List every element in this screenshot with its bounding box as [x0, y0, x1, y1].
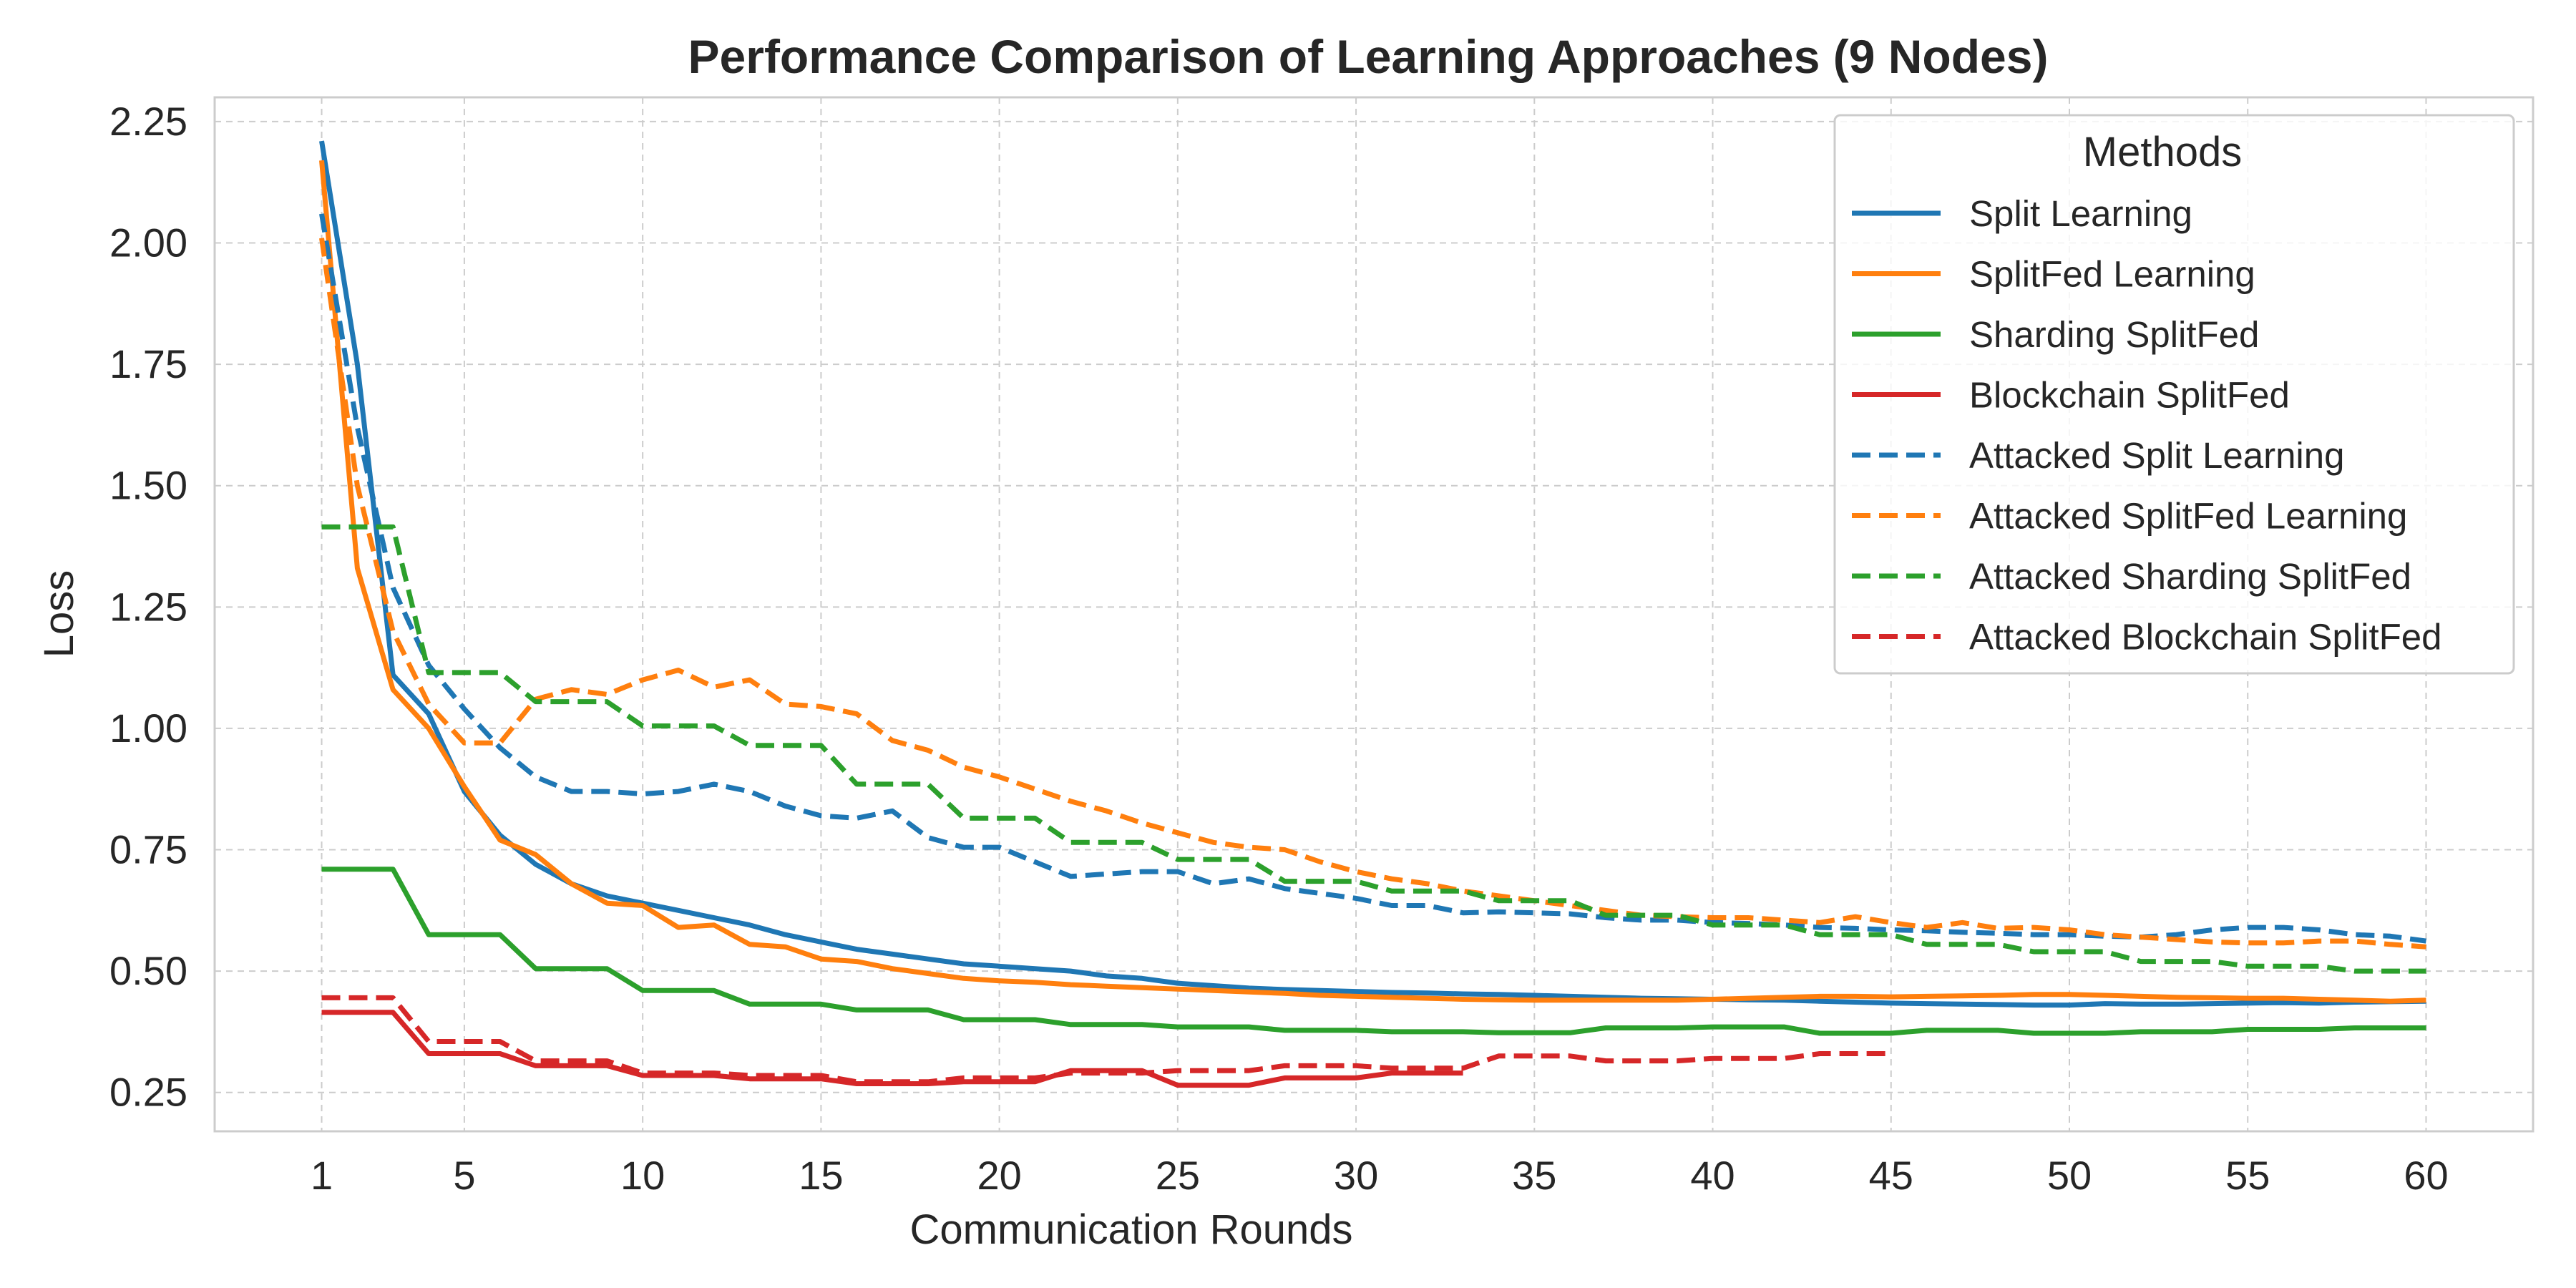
y-tick-label-7: 2.00 — [109, 220, 187, 265]
x-tick-labels: 1 5 10 15 20 25 30 35 40 45 50 55 60 — [311, 1153, 2449, 1198]
legend-box — [1833, 114, 2515, 675]
x-tick-label-40: 40 — [1690, 1153, 1735, 1198]
x-tick-label-20: 20 — [977, 1153, 1021, 1198]
legend-entries: Split Learning SplitFed Learning Sharding … — [1852, 193, 2442, 658]
x-tick-label-35: 35 — [1512, 1153, 1556, 1198]
x-axis-label: Communication Rounds — [910, 1206, 1353, 1253]
chart-title: Performance Comparison of Learning Appro… — [688, 30, 2049, 83]
legend-label-attacked-blockchain-splitfed: Attacked Blockchain SplitFed — [1969, 617, 2442, 658]
y-tick-label-8: 2.25 — [109, 99, 187, 144]
y-tick-label-1: 0.50 — [109, 948, 187, 993]
y-axis-label: Loss — [36, 570, 82, 658]
series-line-attacked-split-learning — [319, 213, 2426, 944]
legend-label-splitfed-learning: SplitFed Learning — [1969, 254, 2255, 295]
x-tick-label-1: 1 — [311, 1153, 333, 1198]
series-line-split-learning — [319, 140, 2426, 1008]
y-tick-label-4: 1.25 — [109, 584, 187, 629]
y-tick-label-3: 1.00 — [109, 706, 187, 751]
series-line-attacked-sharding-splitfed — [321, 524, 2426, 974]
legend-label-blockchain-splitfed: Blockchain SplitFed — [1969, 375, 2290, 416]
legend-label-sharding-splitfed: Sharding SplitFed — [1969, 314, 2259, 355]
legend-label-attacked-splitfed-learning: Attacked SplitFed Learning — [1969, 496, 2407, 537]
x-tick-label-60: 60 — [2404, 1153, 2448, 1198]
series-layer — [319, 140, 2426, 1088]
series-line-attacked-splitfed-learning — [319, 238, 2426, 950]
x-tick-label-10: 10 — [620, 1153, 665, 1198]
x-tick-label-50: 50 — [2047, 1153, 2092, 1198]
legend-label-split-learning: Split Learning — [1969, 193, 2192, 234]
x-tick-label-15: 15 — [799, 1153, 843, 1198]
x-tick-label-30: 30 — [1334, 1153, 1378, 1198]
series-line-attacked-blockchain-splitfed — [321, 995, 1891, 1085]
x-tick-label-5: 5 — [453, 1153, 475, 1198]
legend-title: Methods — [2083, 129, 2242, 175]
series-line-sharding-splitfed — [321, 867, 2426, 1036]
y-tick-label-0: 0.25 — [109, 1070, 187, 1115]
y-tick-label-5: 1.50 — [109, 463, 187, 508]
y-tick-label-6: 1.75 — [109, 341, 187, 386]
x-tick-label-25: 25 — [1156, 1153, 1200, 1198]
y-tick-label-2: 0.75 — [109, 827, 187, 872]
x-tick-label-55: 55 — [2225, 1153, 2270, 1198]
x-tick-label-45: 45 — [1869, 1153, 1913, 1198]
legend-label-attacked-split-learning: Attacked Split Learning — [1969, 435, 2345, 476]
y-tick-labels: 0.25 0.50 0.75 1.00 1.25 1.50 1.75 2.00 2.25 — [109, 99, 187, 1115]
plot-frame — [213, 96, 2534, 1133]
legend-label-attacked-sharding-splitfed: Attacked Sharding SplitFed — [1969, 556, 2411, 597]
series-line-splitfed-learning — [319, 160, 2426, 1004]
